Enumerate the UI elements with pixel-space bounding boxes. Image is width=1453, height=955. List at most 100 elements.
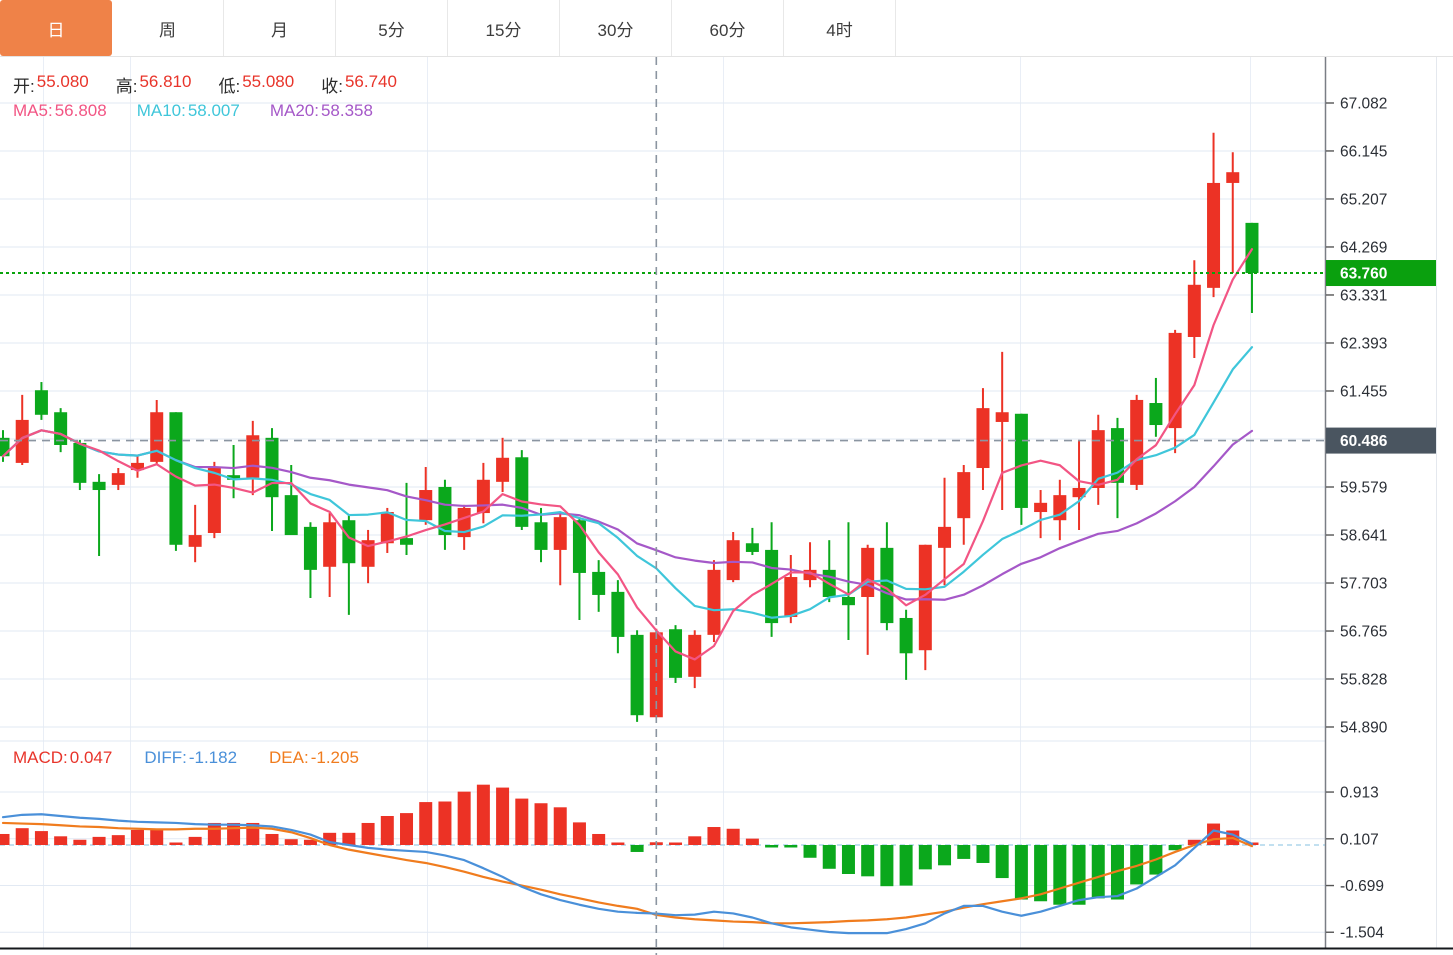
candle[interactable] [1130,394,1144,491]
candle[interactable] [880,522,894,631]
candle[interactable] [1226,152,1240,274]
macd-bar [630,845,644,852]
candle[interactable] [1187,260,1201,358]
candle[interactable] [1072,439,1086,530]
high-value: 56.810 [139,72,192,91]
candle[interactable] [54,408,68,453]
macd-bar [1072,845,1086,905]
candle[interactable] [111,468,125,491]
candle[interactable] [284,464,298,536]
candle[interactable] [861,544,875,655]
candle[interactable] [918,544,932,671]
diff-label: DIFF: [144,748,187,767]
candle[interactable] [131,455,145,478]
candle[interactable] [515,450,529,530]
candle[interactable] [438,479,452,550]
candle[interactable] [784,555,798,624]
candle[interactable] [323,513,337,597]
candle[interactable] [496,437,510,493]
candle[interactable] [726,531,740,583]
macd-bar [572,822,586,845]
candle[interactable] [976,388,990,491]
macd-bar [303,839,317,845]
candle[interactable] [34,382,48,420]
macd-bar [1014,845,1028,900]
candle[interactable] [361,529,375,584]
candle[interactable] [380,507,394,553]
candle[interactable] [188,504,202,563]
tab-5min[interactable]: 5分 [336,0,448,56]
candle-body [457,507,471,538]
tab-30min[interactable]: 30分 [560,0,672,56]
candle-body [995,412,1009,422]
candle[interactable] [592,560,606,612]
candle[interactable] [899,609,913,680]
tab-15min[interactable]: 15分 [448,0,560,56]
candle[interactable] [1245,222,1259,313]
candle-body [131,462,145,471]
candle[interactable] [822,540,836,603]
candle[interactable] [938,477,952,586]
tab-week[interactable]: 周 [112,0,224,56]
macd-tick-label: -1.504 [1340,925,1384,942]
candle[interactable] [342,515,356,615]
candle[interactable] [1110,417,1124,519]
tab-4hour[interactable]: 4时 [784,0,896,56]
macd-bar [476,784,490,845]
ma20-line [1,429,1254,601]
candle[interactable] [476,462,490,524]
candle[interactable] [303,522,317,599]
candle-body [976,408,990,469]
candle-body [745,543,759,552]
timeframe-tabbar: 日 周 月 5分 15分 30分 60分 4时 [0,0,1453,57]
candle-body [188,535,202,547]
candle[interactable] [15,394,29,465]
candle[interactable] [957,464,971,545]
candle[interactable] [611,580,625,654]
candle[interactable] [1149,377,1163,437]
candle[interactable] [803,542,817,588]
candle[interactable] [169,412,183,551]
candle[interactable] [534,507,548,563]
candle-body [1053,495,1067,521]
candle[interactable] [669,625,683,683]
candle[interactable] [630,630,644,722]
macd-bar [592,833,606,845]
macd-bar [995,845,1009,879]
candle[interactable] [765,522,779,637]
candle[interactable] [92,474,106,557]
candle[interactable] [572,517,586,621]
tab-day[interactable]: 日 [0,0,112,56]
candle[interactable] [707,560,721,643]
candle[interactable] [995,351,1009,510]
price-tick-label: 64.269 [1340,239,1387,256]
candle[interactable] [457,504,471,550]
candle[interactable] [419,466,433,525]
candle[interactable] [150,399,164,465]
macd-bar [284,839,298,845]
candle[interactable] [1034,490,1048,539]
candle-body [169,412,183,545]
candle[interactable] [745,527,759,556]
macd-bar [976,845,990,863]
macd-bar [15,828,29,845]
candle[interactable] [73,439,87,491]
price-tick-label: 55.828 [1340,671,1387,688]
candle[interactable] [553,512,567,586]
candle[interactable] [246,420,260,496]
price-tick-label: 63.331 [1340,287,1387,304]
candle[interactable] [1168,329,1182,454]
candle[interactable] [227,444,241,499]
candle[interactable] [1014,413,1028,525]
price-tick-label: 54.890 [1340,719,1388,736]
candle-body [1072,487,1086,498]
candle[interactable] [1207,132,1221,298]
candle[interactable] [1091,414,1105,505]
candle[interactable] [1053,479,1067,541]
tab-60min[interactable]: 60分 [672,0,784,56]
tab-month[interactable]: 月 [224,0,336,56]
price-tick-label: 56.765 [1340,624,1387,641]
candle[interactable] [0,430,10,462]
macd-bar [34,831,48,845]
